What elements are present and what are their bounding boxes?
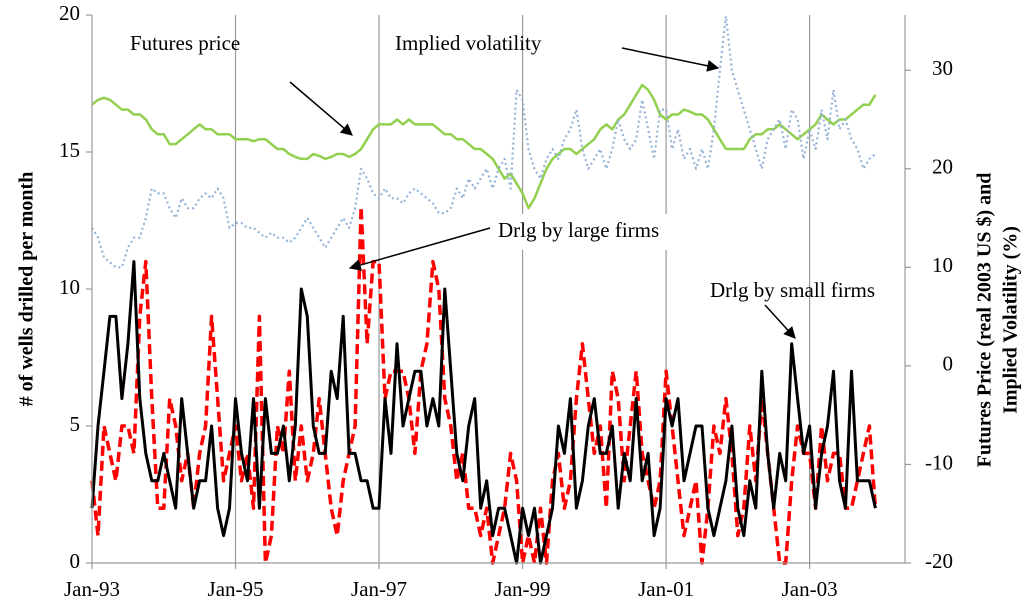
- series-line: [90, 260, 877, 565]
- arrow: [348, 227, 491, 271]
- y2-tick-label: 30: [932, 56, 953, 80]
- arrow: [289, 81, 353, 136]
- grid: [234, 15, 811, 563]
- y-tick-label: 0: [70, 549, 81, 573]
- arrow: [764, 304, 796, 339]
- y-tick-label: 20: [59, 1, 80, 25]
- x-tick-label: Jan-93: [64, 577, 120, 601]
- series-line: [91, 83, 877, 210]
- x-tick-label: Jan-97: [351, 577, 407, 601]
- y2-tick-label: -20: [925, 549, 953, 573]
- annotation: Drlg by small firms: [710, 278, 875, 302]
- y2-axis-title: Futures Price (real 2003 US $) and: [974, 173, 996, 468]
- plot-lines: [90, 14, 878, 565]
- annotation: Implied volatility: [395, 31, 542, 55]
- annotation: Futures price: [130, 31, 240, 55]
- y-axis-title: # of wells drilled per month: [16, 172, 38, 407]
- x-tick-label: Jan-01: [638, 577, 694, 601]
- y2-tick-label: 0: [943, 352, 954, 376]
- y2-axis-title: Implied Volatility (%): [1000, 226, 1022, 414]
- y-tick-label: 15: [59, 138, 80, 162]
- annotations: Futures price Implied volatility Drlg by…: [130, 31, 875, 339]
- y-tick-label: 10: [59, 275, 80, 299]
- arrow: [621, 47, 720, 72]
- y-tick-label: 5: [70, 412, 81, 436]
- y2-tick-label: 10: [932, 253, 953, 277]
- series-line: [91, 14, 877, 269]
- label-box: [494, 214, 726, 250]
- x-tick-label: Jan-95: [208, 577, 264, 601]
- y2-tick-label: 20: [932, 155, 953, 179]
- y2-tick-label: -10: [925, 450, 953, 474]
- axes: [86, 14, 911, 569]
- series-line: [90, 205, 878, 565]
- x-tick-label: Jan-03: [782, 577, 838, 601]
- annotation: Drlg by large firms: [498, 218, 659, 242]
- x-tick-label: Jan-99: [495, 577, 551, 601]
